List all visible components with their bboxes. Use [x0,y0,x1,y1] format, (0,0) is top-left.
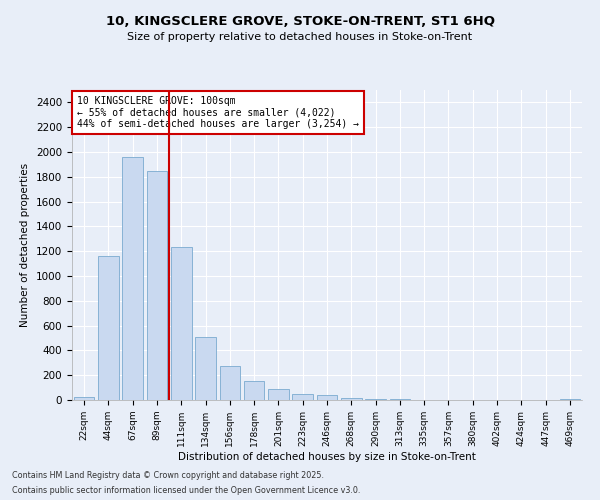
Bar [268,389,289,400]
Bar [98,256,119,400]
X-axis label: Distribution of detached houses by size in Stoke-on-Trent: Distribution of detached houses by size … [178,452,476,462]
Bar [244,382,265,400]
Bar [365,398,386,400]
Bar [122,157,143,400]
Bar [171,248,191,400]
Text: Contains public sector information licensed under the Open Government Licence v3: Contains public sector information licen… [12,486,361,495]
Text: 10, KINGSCLERE GROVE, STOKE-ON-TRENT, ST1 6HQ: 10, KINGSCLERE GROVE, STOKE-ON-TRENT, ST… [106,15,494,28]
Bar [341,398,362,400]
Bar [317,395,337,400]
Bar [74,397,94,400]
Text: Contains HM Land Registry data © Crown copyright and database right 2025.: Contains HM Land Registry data © Crown c… [12,471,324,480]
Bar [292,394,313,400]
Text: 10 KINGSCLERE GROVE: 100sqm
← 55% of detached houses are smaller (4,022)
44% of : 10 KINGSCLERE GROVE: 100sqm ← 55% of det… [77,96,359,130]
Y-axis label: Number of detached properties: Number of detached properties [20,163,31,327]
Bar [220,366,240,400]
Bar [195,337,216,400]
Text: Size of property relative to detached houses in Stoke-on-Trent: Size of property relative to detached ho… [127,32,473,42]
Bar [146,170,167,400]
